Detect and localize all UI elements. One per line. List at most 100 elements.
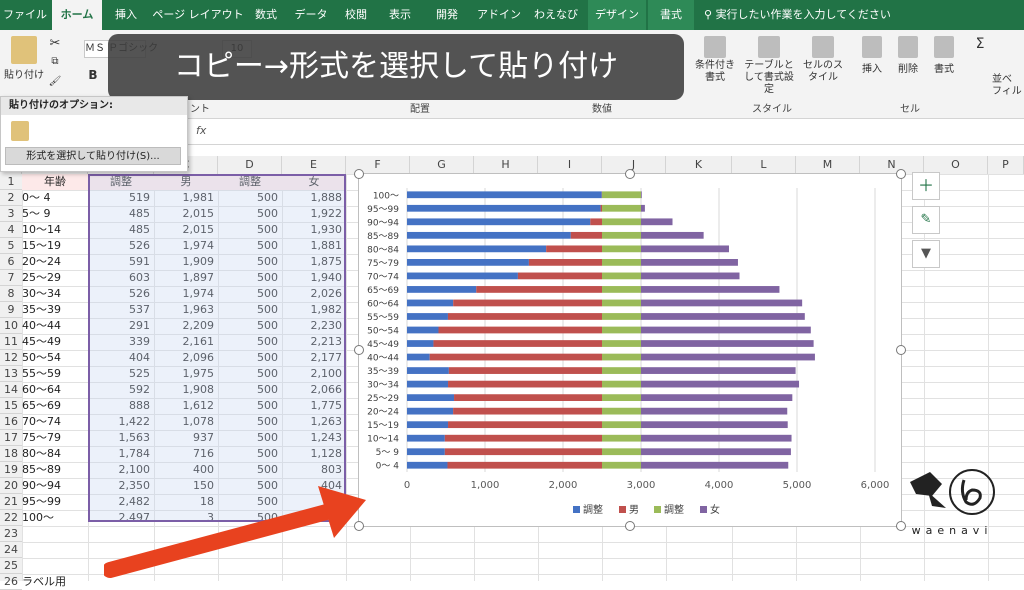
tab-page-layout[interactable]: ページ レイアウト	[150, 0, 246, 30]
cell[interactable]: ラベル用	[22, 574, 88, 590]
chart-elements-icon[interactable]: ＋	[912, 172, 940, 200]
column-header-d[interactable]: D	[218, 156, 282, 174]
row-header-13[interactable]: 13	[0, 366, 22, 382]
resize-handle[interactable]	[896, 345, 906, 355]
format-as-table-button[interactable]: テーブルとして書式設定	[740, 36, 798, 96]
insert-cells-button[interactable]: 挿入	[856, 36, 888, 75]
cell[interactable]: 50〜54	[22, 350, 88, 366]
tab-developer[interactable]: 開発	[424, 0, 470, 30]
row-header-20[interactable]: 20	[0, 478, 22, 494]
tab-chart-format[interactable]: 書式	[648, 0, 694, 30]
cell[interactable]: 80〜84	[22, 446, 88, 462]
row-header-6[interactable]: 6	[0, 254, 22, 270]
cell[interactable]: 年齢	[22, 174, 88, 190]
function-icon[interactable]: fx	[196, 124, 206, 137]
column-header-p[interactable]: P	[988, 156, 1024, 174]
row-header-4[interactable]: 4	[0, 222, 22, 238]
tab-waenavi[interactable]: わえなび	[528, 0, 584, 30]
sort-filter-button[interactable]: 並べ フィル	[992, 74, 1024, 98]
cell[interactable]: 5〜 9	[22, 206, 88, 222]
chart-filter-icon[interactable]: ▼	[912, 240, 940, 268]
column-header-g[interactable]: G	[410, 156, 474, 174]
cell[interactable]: 20〜24	[22, 254, 88, 270]
cell-styles-button[interactable]: セルのスタイル	[802, 36, 844, 84]
cell[interactable]: 90〜94	[22, 478, 88, 494]
delete-cells-button[interactable]: 削除	[892, 36, 924, 75]
cell[interactable]: 15〜19	[22, 238, 88, 254]
row-header-5[interactable]: 5	[0, 238, 22, 254]
row-header-12[interactable]: 12	[0, 350, 22, 366]
autosum-icon[interactable]: Σ	[972, 36, 988, 52]
column-header-m[interactable]: M	[796, 156, 860, 174]
cell[interactable]: 0〜 4	[22, 190, 88, 206]
column-header-e[interactable]: E	[282, 156, 346, 174]
resize-handle[interactable]	[354, 169, 364, 179]
tab-addins[interactable]: アドイン	[472, 0, 526, 30]
cell[interactable]: 55〜59	[22, 366, 88, 382]
copy-icon[interactable]: ⧉	[48, 56, 62, 67]
row-header-25[interactable]: 25	[0, 558, 22, 574]
column-header-k[interactable]: K	[666, 156, 732, 174]
row-header-9[interactable]: 9	[0, 302, 22, 318]
chart-styles-icon[interactable]: ✎	[912, 206, 940, 234]
resize-handle[interactable]	[625, 521, 635, 531]
row-header-23[interactable]: 23	[0, 526, 22, 542]
resize-handle[interactable]	[625, 169, 635, 179]
paste-button[interactable]: 貼り付け	[4, 36, 44, 81]
conditional-format-button[interactable]: 条件付き書式	[694, 36, 736, 84]
row-header-8[interactable]: 8	[0, 286, 22, 302]
tab-chart-design[interactable]: デザイン	[588, 0, 646, 30]
column-header-l[interactable]: L	[732, 156, 796, 174]
cell[interactable]: 100〜	[22, 510, 88, 526]
row-header-22[interactable]: 22	[0, 510, 22, 526]
bold-button[interactable]: B	[86, 68, 100, 82]
row-header-14[interactable]: 14	[0, 382, 22, 398]
row-header-7[interactable]: 7	[0, 270, 22, 286]
cell[interactable]: 10〜14	[22, 222, 88, 238]
row-header-18[interactable]: 18	[0, 446, 22, 462]
tab-review[interactable]: 校閲	[336, 0, 376, 30]
cut-icon[interactable]: ✂	[48, 36, 62, 51]
tab-view[interactable]: 表示	[378, 0, 422, 30]
row-header-2[interactable]: 2	[0, 190, 22, 206]
row-header-24[interactable]: 24	[0, 542, 22, 558]
cell[interactable]: 35〜39	[22, 302, 88, 318]
row-header-15[interactable]: 15	[0, 398, 22, 414]
row-header-11[interactable]: 11	[0, 334, 22, 350]
tab-home[interactable]: ホーム	[52, 0, 102, 30]
row-header-1[interactable]: 1	[0, 174, 22, 190]
format-cells-button[interactable]: 書式	[928, 36, 960, 75]
formula-bar[interactable]: fx	[186, 120, 1024, 145]
cell[interactable]: 95〜99	[22, 494, 88, 510]
cell[interactable]: 45〜49	[22, 334, 88, 350]
row-header-10[interactable]: 10	[0, 318, 22, 334]
cell[interactable]: 25〜29	[22, 270, 88, 286]
cell[interactable]: 70〜74	[22, 414, 88, 430]
row-header-16[interactable]: 16	[0, 414, 22, 430]
tab-formulas[interactable]: 数式	[248, 0, 284, 30]
cell[interactable]: 75〜79	[22, 430, 88, 446]
cell[interactable]: 65〜69	[22, 398, 88, 414]
tab-data[interactable]: データ	[288, 0, 334, 30]
row-header-17[interactable]: 17	[0, 430, 22, 446]
cell[interactable]: 60〜64	[22, 382, 88, 398]
resize-handle[interactable]	[896, 169, 906, 179]
row-header-26[interactable]: 26	[0, 574, 22, 590]
cell[interactable]: 30〜34	[22, 286, 88, 302]
row-header-21[interactable]: 21	[0, 494, 22, 510]
column-header-h[interactable]: H	[474, 156, 538, 174]
column-header-i[interactable]: I	[538, 156, 602, 174]
tab-file[interactable]: ファイル	[0, 0, 50, 30]
cell[interactable]: 85〜89	[22, 462, 88, 478]
tab-insert[interactable]: 挿入	[104, 0, 148, 30]
resize-handle[interactable]	[354, 345, 364, 355]
cell[interactable]: 40〜44	[22, 318, 88, 334]
tell-me-search[interactable]: ⚲ 実行したい作業を入力してください	[704, 0, 891, 30]
row-header-19[interactable]: 19	[0, 462, 22, 478]
row-header-3[interactable]: 3	[0, 206, 22, 222]
paste-option-icon[interactable]	[11, 121, 29, 141]
format-painter-icon[interactable]: 🖌	[48, 76, 62, 87]
paste-special-item[interactable]: 形式を選択して貼り付け(S)...	[5, 147, 181, 165]
